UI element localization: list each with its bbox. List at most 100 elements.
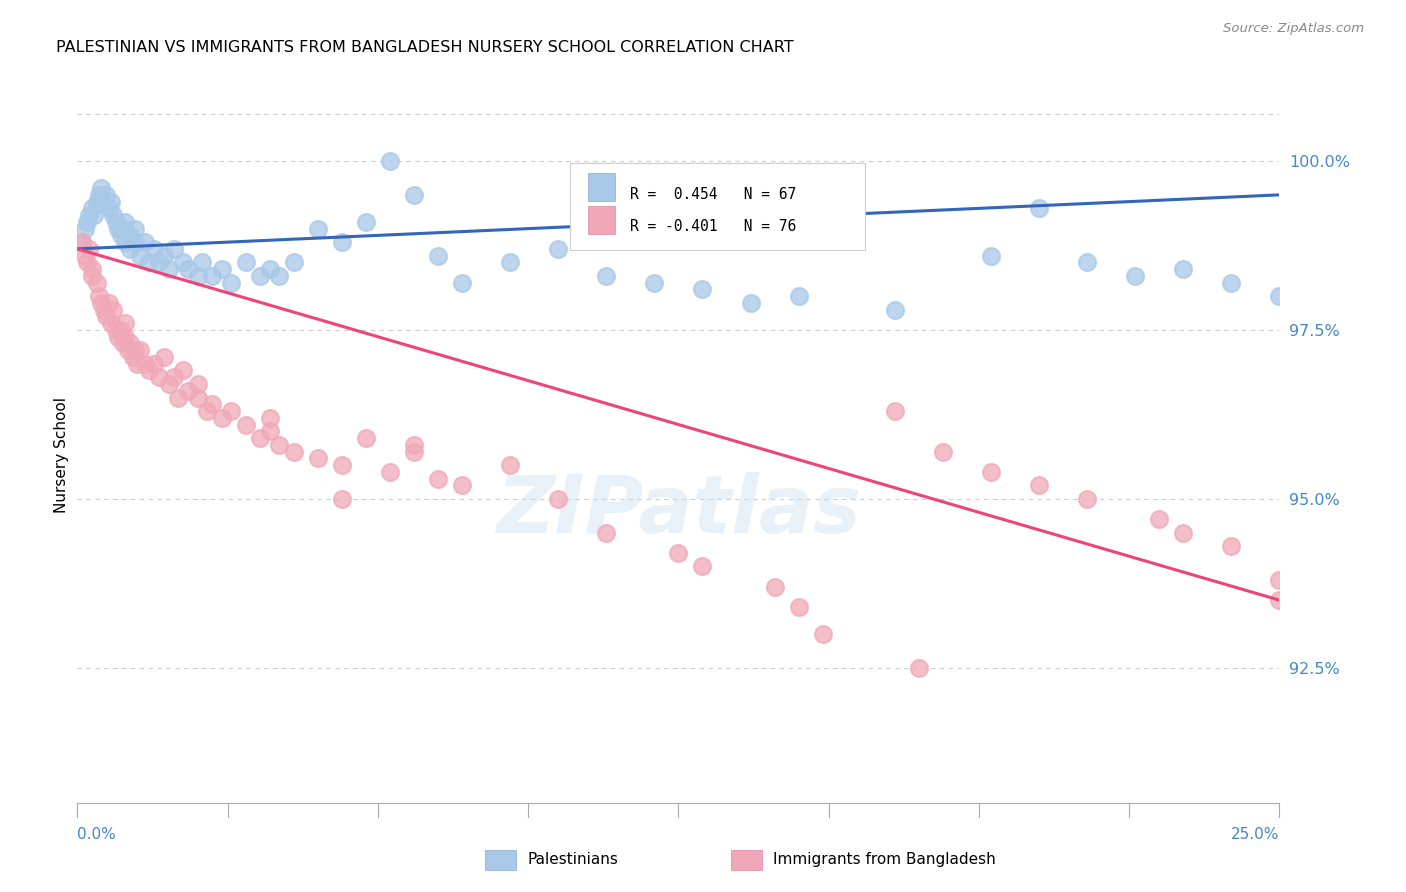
Point (980, 249, 1002, 263)
Point (114, 215, 136, 229)
Point (378, 465, 401, 479)
Point (1220, 276, 1243, 290)
Point (269, 438, 291, 452)
Point (427, 472, 450, 486)
Point (211, 410, 233, 425)
Point (499, 458, 522, 472)
Point (76, 255, 98, 269)
Point (330, 491, 353, 506)
Point (1028, 478, 1050, 492)
Point (595, 268, 617, 283)
Point (186, 268, 209, 283)
Point (80, 202, 103, 216)
Point (167, 391, 190, 405)
FancyBboxPatch shape (588, 206, 614, 234)
Point (162, 370, 184, 384)
Point (330, 235, 353, 249)
Point (643, 276, 665, 290)
Point (378, 154, 401, 169)
Point (547, 242, 569, 256)
Point (259, 262, 281, 277)
FancyBboxPatch shape (571, 162, 865, 250)
Point (107, 329, 129, 343)
Point (79, 242, 101, 256)
Point (111, 336, 134, 351)
Point (73, 249, 96, 263)
Point (1173, 525, 1195, 540)
Point (87, 187, 110, 202)
Point (128, 343, 150, 358)
Point (121, 350, 143, 364)
Point (259, 424, 281, 438)
Point (547, 491, 569, 506)
Point (186, 376, 209, 391)
Point (73, 221, 96, 235)
Point (283, 255, 305, 269)
Point (692, 559, 714, 574)
Point (883, 302, 905, 317)
Point (1220, 539, 1243, 553)
Point (177, 384, 200, 398)
Point (104, 215, 127, 229)
Point (76, 215, 98, 229)
Point (120, 242, 142, 256)
Point (120, 336, 142, 351)
Point (427, 249, 450, 263)
Point (138, 363, 160, 377)
Point (1028, 202, 1050, 216)
Point (402, 438, 425, 452)
Point (120, 228, 142, 243)
Point (1076, 255, 1098, 269)
Text: R = -0.401   N = 76: R = -0.401 N = 76 (630, 219, 797, 235)
Text: ZIPatlas: ZIPatlas (496, 472, 860, 549)
Point (90, 194, 112, 209)
Point (354, 215, 377, 229)
Point (93, 302, 115, 317)
Point (201, 268, 224, 283)
Point (307, 221, 329, 235)
Text: Immigrants from Bangladesh: Immigrants from Bangladesh (773, 853, 995, 867)
Point (157, 262, 180, 277)
Point (1268, 573, 1291, 587)
Point (330, 458, 353, 472)
Point (100, 316, 122, 330)
Point (186, 391, 209, 405)
Point (100, 194, 122, 209)
Point (249, 268, 271, 283)
Point (124, 221, 146, 235)
Point (172, 255, 194, 269)
Point (127, 357, 149, 371)
Point (499, 255, 522, 269)
Point (83, 208, 105, 222)
Point (104, 323, 127, 337)
Point (143, 357, 166, 371)
FancyBboxPatch shape (588, 173, 614, 201)
Point (110, 323, 132, 337)
Point (1268, 593, 1291, 607)
Point (235, 417, 257, 432)
Point (80, 268, 103, 283)
Y-axis label: Nursery School: Nursery School (53, 397, 69, 513)
Point (883, 404, 905, 418)
Point (90, 181, 112, 195)
Point (235, 255, 257, 269)
Point (1123, 268, 1146, 283)
Point (153, 350, 176, 364)
Point (86, 276, 108, 290)
Point (402, 444, 425, 458)
Point (811, 627, 834, 641)
Point (138, 255, 160, 269)
Point (79, 208, 101, 222)
Point (162, 242, 184, 256)
Point (595, 525, 617, 540)
Point (97, 296, 120, 310)
Text: 0.0%: 0.0% (77, 827, 117, 841)
Point (402, 187, 425, 202)
Point (124, 235, 146, 249)
Point (763, 580, 786, 594)
Point (1268, 289, 1291, 303)
Point (307, 451, 329, 466)
Point (451, 478, 474, 492)
Point (110, 228, 132, 243)
Point (114, 316, 136, 330)
